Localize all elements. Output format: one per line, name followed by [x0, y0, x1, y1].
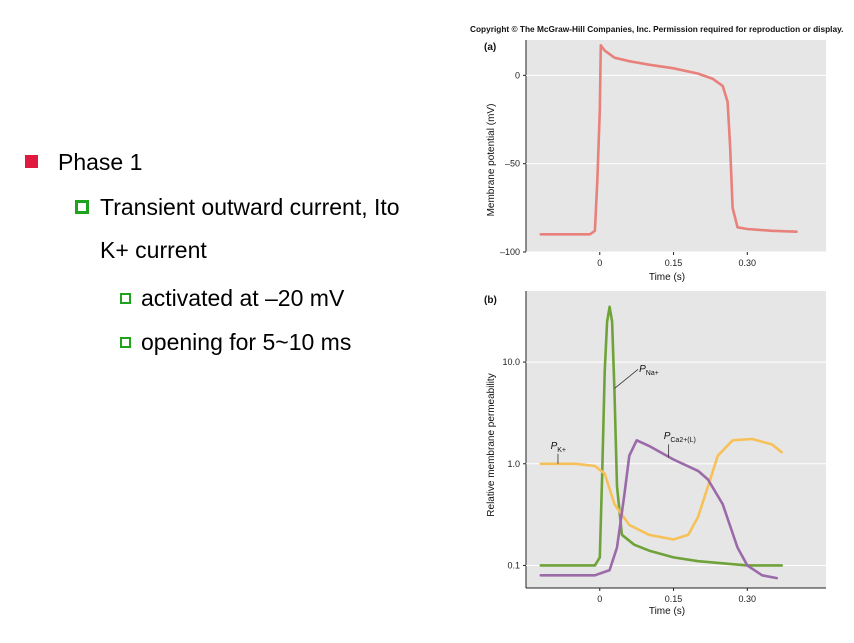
series-label: PCa2+(L)	[664, 431, 696, 444]
series-line-panel-0-0	[539, 44, 798, 236]
bullet-k-current: K+ current	[100, 237, 207, 263]
bullet-list: Phase 1 Transient outward current, Ito K…	[25, 149, 400, 355]
x-tick-label: 0.30	[739, 258, 757, 268]
plot-area	[526, 40, 826, 252]
bullet-activated: activated at –20 mV	[141, 285, 345, 311]
copyright-notice: Copyright © The McGraw-Hill Companies, I…	[470, 24, 844, 34]
y-tick-label: 0	[515, 70, 520, 80]
x-axis-title: Time (s)	[649, 606, 685, 617]
series-label: PK+	[551, 441, 566, 454]
series-line-p-na-	[539, 305, 783, 567]
bullet-opening: opening for 5~10 ms	[141, 329, 352, 355]
bullet-marker-level3	[120, 293, 131, 304]
y-tick-label: –50	[505, 159, 520, 169]
x-tick-label: 0	[597, 594, 602, 604]
y-axis-title: Relative membrane permeability	[486, 373, 497, 516]
y-axis-title: Membrane potential (mV)	[486, 104, 497, 217]
bullet-transient-outward-current: Transient outward current, Ito	[100, 194, 400, 220]
y-tick-label: 10.0	[502, 357, 520, 367]
x-axis-title: Time (s)	[649, 272, 685, 283]
bullet-marker-level1	[25, 155, 38, 168]
bullet-marker-level2	[75, 200, 89, 214]
panel-label: (a)	[484, 42, 496, 53]
series-label-pointer	[614, 368, 639, 389]
series-line-p-k-	[539, 437, 783, 541]
bullet-phase-1: Phase 1	[58, 149, 143, 175]
y-tick-label: –100	[500, 247, 520, 257]
y-tick-label: 1.0	[507, 459, 520, 469]
x-tick-label: 0.15	[665, 594, 683, 604]
x-tick-label: 0	[597, 258, 602, 268]
series-label: PNa+	[639, 364, 659, 377]
y-tick-label: 0.1	[507, 560, 520, 570]
bullet-marker-level3	[120, 337, 131, 348]
panel-label: (b)	[484, 295, 497, 306]
x-tick-label: 0.30	[739, 594, 757, 604]
x-tick-label: 0.15	[665, 258, 683, 268]
series-line-p-ca2-l-	[539, 439, 779, 580]
